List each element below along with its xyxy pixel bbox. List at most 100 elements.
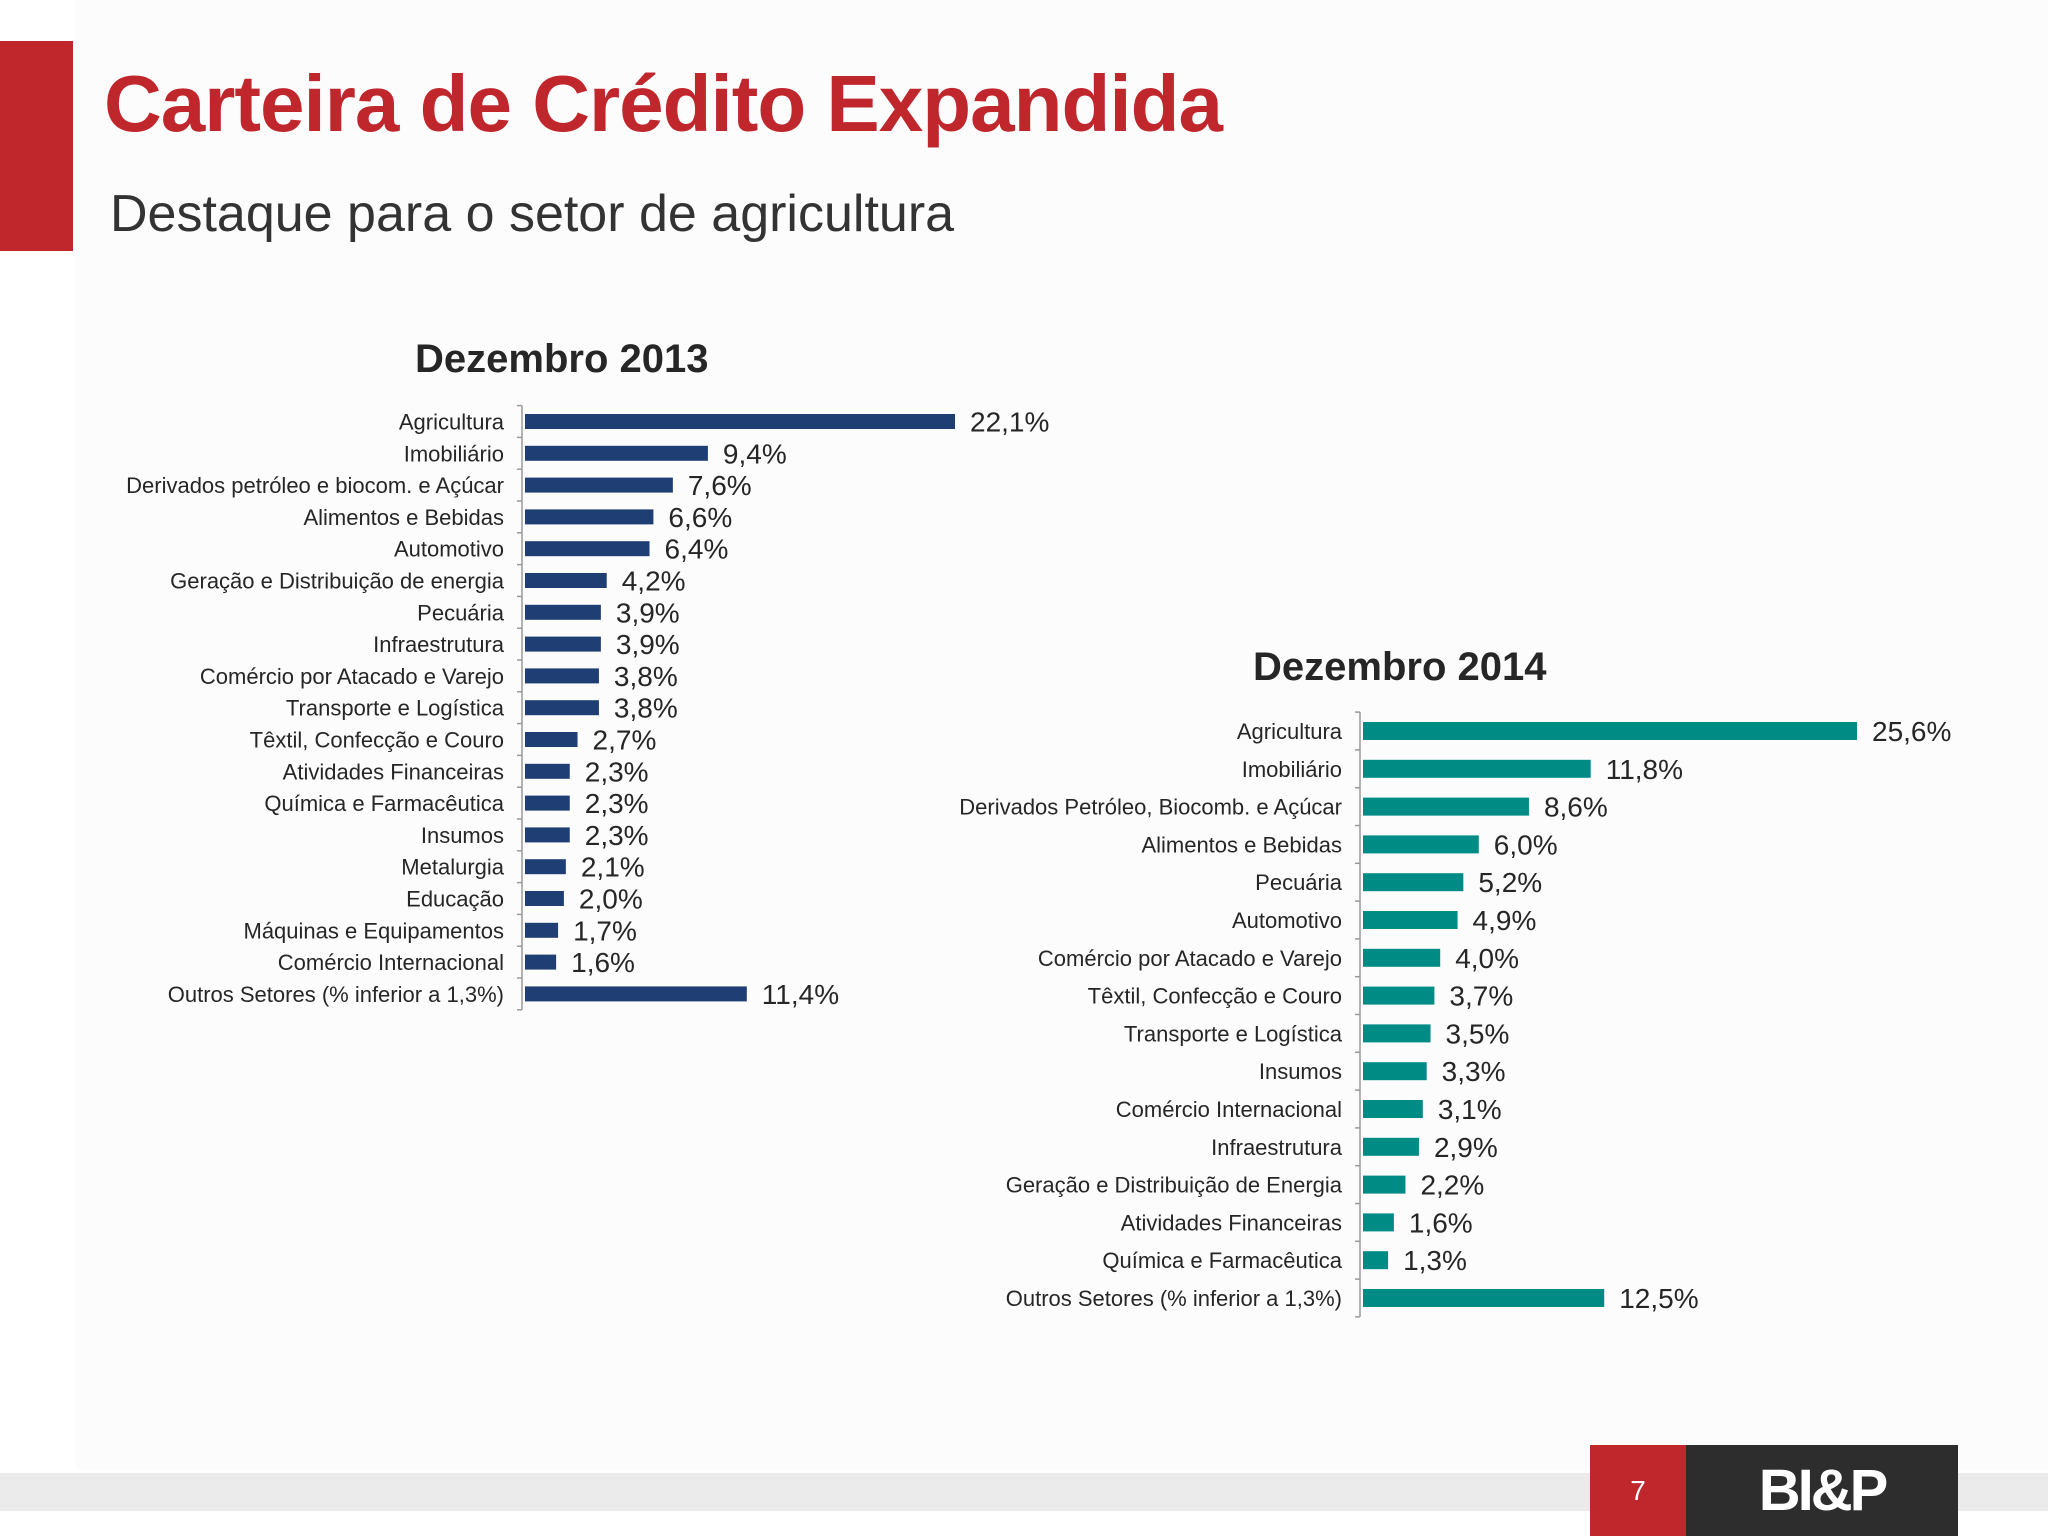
chart-2013-category-label: Agricultura (399, 410, 505, 435)
chart-2013-value-label: 2,7% (593, 725, 657, 756)
chart-2013-bar (525, 477, 673, 493)
chart-2013-bar (525, 414, 955, 429)
chart-2013-bar (525, 922, 559, 938)
chart-2013-value-label: 2,3% (585, 756, 649, 787)
chart-2014-category-label: Comércio Internacional (1116, 1097, 1342, 1122)
chart-2013-category-label: Geração e Distribuição de energia (170, 569, 505, 594)
chart-2013-category-label: Comércio por Atacado e Varejo (200, 664, 504, 689)
chart-2014-bar (1363, 1024, 1431, 1043)
chart-2014-bar (1363, 948, 1441, 967)
chart-2013-value-label: 1,6% (571, 947, 635, 978)
chart-2014-value-label: 5,2% (1478, 867, 1542, 898)
chart-2013-category-label: Máquinas e Equipamentos (244, 918, 505, 943)
chart-2014-value-label: 8,6% (1544, 792, 1608, 823)
chart-2014-category-label: Química e Farmacêutica (1102, 1248, 1342, 1273)
chart-2014-bar (1363, 759, 1591, 778)
chart-2014-value-label: 3,5% (1446, 1018, 1510, 1049)
chart-2013-value-label: 2,3% (585, 788, 649, 819)
chart-2013-value-label: 2,3% (585, 820, 649, 851)
chart-2013-bar (525, 763, 570, 779)
chart-2013-title: Dezembro 2013 (415, 337, 709, 381)
chart-2014-bar (1363, 722, 1857, 740)
chart-2014-value-label: 6,0% (1494, 829, 1558, 860)
chart-2014-value-label: 3,1% (1438, 1094, 1502, 1125)
chart-2014-bar (1363, 1289, 1605, 1307)
chart-2013-category-label: Transporte e Logística (286, 696, 505, 721)
chart-2013-bar (525, 541, 650, 557)
chart-2013-category-label: Derivados petróleo e biocom. e Açúcar (126, 473, 504, 498)
chart-2013-bar (525, 604, 601, 620)
chart-2013-bar (525, 668, 599, 684)
chart-2014-category-label: Infraestrutura (1211, 1135, 1343, 1160)
company-logo: BI&P (1686, 1445, 1958, 1536)
chart-2013-category-label: Química e Farmacêutica (264, 791, 504, 816)
page-title: Carteira de Crédito Expandida (104, 59, 1223, 148)
chart-2014-category-label: Agricultura (1237, 719, 1343, 744)
chart-2013-category-label: Metalurgia (401, 855, 504, 880)
chart-2013-value-label: 7,6% (688, 470, 752, 501)
chart-2014-bar (1363, 873, 1464, 892)
chart-2014-bar (1363, 1213, 1394, 1232)
title-accent-bar (0, 41, 73, 251)
chart-2013-value-label: 11,4% (762, 979, 839, 1010)
chart-2013-category-label: Educação (406, 887, 504, 912)
chart-2013-category-label: Automotivo (394, 537, 504, 562)
chart-2014-bar (1363, 1175, 1406, 1194)
chart-2014-bar (1363, 1251, 1389, 1270)
chart-2014-category-label: Atividades Financeiras (1121, 1210, 1342, 1235)
chart-2013-value-label: 6,4% (665, 534, 729, 565)
chart-2013-value-label: 3,9% (616, 629, 680, 660)
chart-2013-category-label: Alimentos e Bebidas (303, 505, 504, 530)
chart-2013-value-label: 3,8% (614, 693, 678, 724)
chart-2013-category-label: Pecuária (417, 600, 505, 625)
chart-2013-bar (525, 573, 607, 588)
chart-2014-value-label: 4,9% (1473, 905, 1537, 936)
chart-2014-category-label: Geração e Distribuição de Energia (1006, 1173, 1343, 1198)
chart-2013-bar (525, 859, 566, 875)
page-number: 7 (1590, 1445, 1686, 1536)
chart-2014-bar (1363, 797, 1529, 816)
chart-2014-value-label: 12,5% (1619, 1283, 1698, 1314)
chart-2014-category-label: Alimentos e Bebidas (1141, 832, 1342, 857)
chart-2013-bar (525, 636, 601, 652)
chart-2013-value-label: 3,9% (616, 597, 680, 628)
chart-2013-value-label: 4,2% (622, 566, 686, 597)
chart-2014-bar (1363, 1100, 1423, 1118)
chart-2014-bar (1363, 986, 1435, 1005)
chart-2013-bar (525, 795, 570, 811)
chart-2014-category-label: Insumos (1259, 1059, 1342, 1084)
chart-2013-value-label: 2,0% (579, 884, 643, 915)
chart-2014-category-label: Têxtil, Confecção e Couro (1088, 984, 1342, 1009)
chart-2014-value-label: 11,8% (1606, 754, 1683, 785)
chart-2013-category-label: Infraestrutura (373, 632, 505, 657)
chart-2013-value-label: 22,1% (970, 407, 1049, 438)
chart-2014-category-label: Comércio por Atacado e Varejo (1038, 946, 1342, 971)
chart-2014-value-label: 1,6% (1409, 1207, 1473, 1238)
chart-2014-value-label: 4,0% (1455, 943, 1519, 974)
chart-2014-value-label: 3,7% (1449, 981, 1513, 1012)
chart-2014-category-label: Derivados Petróleo, Biocomb. e Açúcar (959, 795, 1342, 820)
chart-2013-bar (525, 509, 654, 525)
chart-2014-bar (1363, 1137, 1419, 1156)
chart-2014-value-label: 3,3% (1442, 1056, 1506, 1087)
chart-2013-category-label: Têxtil, Confecção e Couro (250, 728, 504, 753)
chart-2014-bar (1363, 911, 1458, 929)
chart-2014-value-label: 2,2% (1420, 1170, 1484, 1201)
chart-2013-bar (525, 891, 564, 906)
chart-2014-bar (1363, 1062, 1427, 1081)
chart-2013-category-label: Outros Setores (% inferior a 1,3%) (168, 982, 504, 1007)
chart-2014-title: Dezembro 2014 (1253, 645, 1547, 689)
chart-2013-value-label: 1,7% (573, 915, 637, 946)
chart-2014-category-label: Imobiliário (1242, 757, 1342, 782)
page-subtitle: Destaque para o setor de agricultura (110, 185, 955, 243)
chart-2013-value-label: 3,8% (614, 661, 678, 692)
chart-2013-value-label: 6,6% (668, 502, 732, 533)
chart-2013-category-label: Comércio Internacional (278, 950, 504, 975)
chart-2013-category-label: Atividades Financeiras (283, 759, 504, 784)
chart-2014-category-label: Pecuária (1255, 870, 1343, 895)
chart-2013-value-label: 2,1% (581, 852, 645, 883)
chart-2014-value-label: 2,9% (1434, 1132, 1498, 1163)
chart-2013-bar (525, 445, 708, 461)
chart-2013-bar (525, 954, 557, 970)
